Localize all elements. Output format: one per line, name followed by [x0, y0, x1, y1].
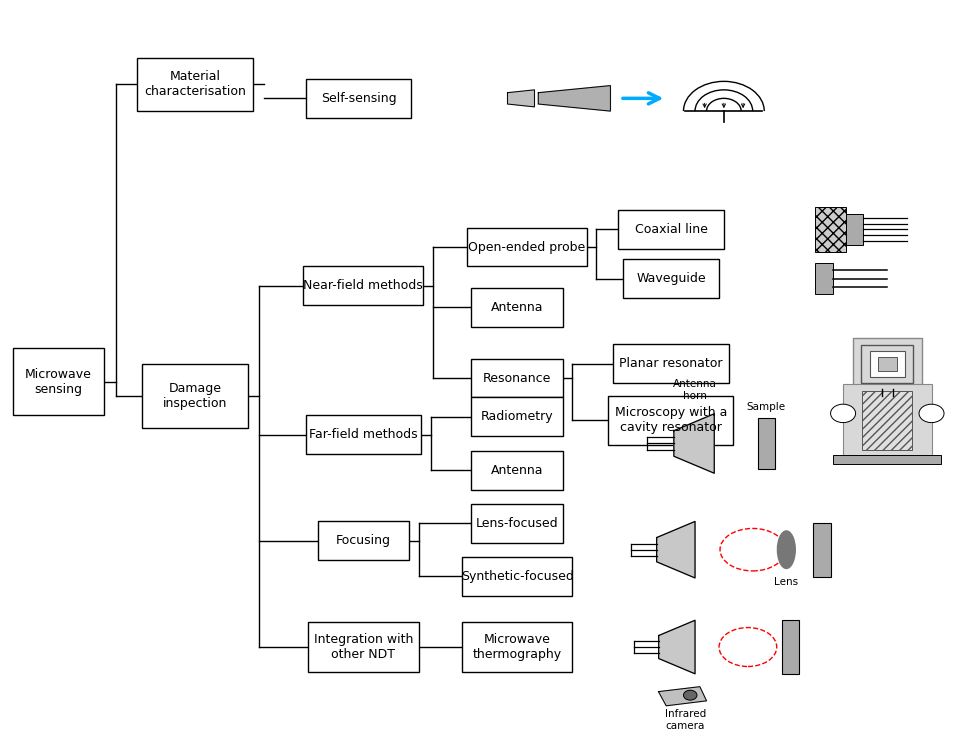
Bar	[862, 345, 913, 383]
Bar	[137, 58, 252, 111]
Text: Planar resonator: Planar resonator	[619, 357, 722, 371]
Text: Near-field methods: Near-field methods	[304, 280, 424, 292]
Text: Self-sensing: Self-sensing	[321, 92, 396, 105]
Bar	[472, 398, 563, 437]
Text: Lens: Lens	[775, 577, 799, 586]
Bar	[472, 358, 563, 398]
Bar	[853, 338, 922, 389]
Polygon shape	[508, 90, 535, 107]
Text: Microwave
sensing: Microwave sensing	[25, 368, 92, 396]
Bar	[462, 622, 572, 672]
Bar	[843, 385, 931, 457]
Text: Radiometry: Radiometry	[481, 410, 553, 424]
Text: Infrared
camera: Infrared camera	[664, 709, 706, 731]
Circle shape	[831, 404, 856, 423]
Ellipse shape	[777, 530, 796, 569]
Bar	[846, 214, 864, 245]
Bar	[142, 364, 248, 428]
Text: Antenna: Antenna	[491, 464, 543, 476]
Text: Lens-focused: Lens-focused	[476, 517, 559, 530]
Text: Damage
inspection: Damage inspection	[162, 382, 227, 410]
Bar	[834, 455, 941, 464]
Bar	[472, 451, 563, 490]
Bar	[306, 415, 421, 454]
Polygon shape	[674, 414, 715, 473]
Bar	[618, 210, 724, 249]
Bar	[815, 264, 833, 294]
Polygon shape	[659, 620, 695, 674]
Bar	[813, 523, 831, 577]
Text: Antenna: Antenna	[491, 301, 543, 313]
Circle shape	[919, 404, 944, 423]
Bar	[306, 79, 411, 118]
Bar	[613, 344, 729, 383]
Bar	[815, 207, 846, 252]
Bar	[472, 504, 563, 542]
Polygon shape	[539, 86, 610, 111]
Text: Far-field methods: Far-field methods	[309, 428, 418, 441]
Bar	[870, 351, 904, 377]
Text: Waveguide: Waveguide	[636, 272, 706, 286]
Text: Integration with
other NDT: Integration with other NDT	[313, 633, 413, 661]
Bar	[863, 391, 912, 449]
Text: Resonance: Resonance	[483, 371, 551, 385]
Bar	[608, 396, 734, 446]
Bar	[13, 348, 104, 415]
Bar	[467, 228, 587, 266]
Text: Open-ended probe: Open-ended probe	[468, 241, 585, 253]
Text: Coaxial line: Coaxial line	[634, 223, 708, 236]
Bar	[317, 521, 409, 560]
Text: Focusing: Focusing	[336, 534, 391, 548]
Polygon shape	[659, 687, 707, 706]
Text: Synthetic-focused: Synthetic-focused	[460, 570, 573, 583]
Bar	[781, 620, 799, 674]
Text: Microwave
thermography: Microwave thermography	[473, 633, 562, 661]
Circle shape	[684, 690, 697, 700]
Bar	[462, 557, 572, 596]
Text: Microscopy with a
cavity resonator: Microscopy with a cavity resonator	[615, 407, 727, 435]
Text: Antenna
horn: Antenna horn	[673, 379, 717, 401]
Bar	[308, 622, 419, 672]
Bar	[623, 259, 719, 298]
Text: Material
characterisation: Material characterisation	[144, 70, 246, 98]
Bar	[757, 418, 775, 469]
Bar	[878, 357, 897, 371]
Polygon shape	[657, 521, 695, 578]
Text: Sample: Sample	[747, 402, 786, 413]
Bar	[472, 288, 563, 327]
Bar	[304, 266, 424, 305]
